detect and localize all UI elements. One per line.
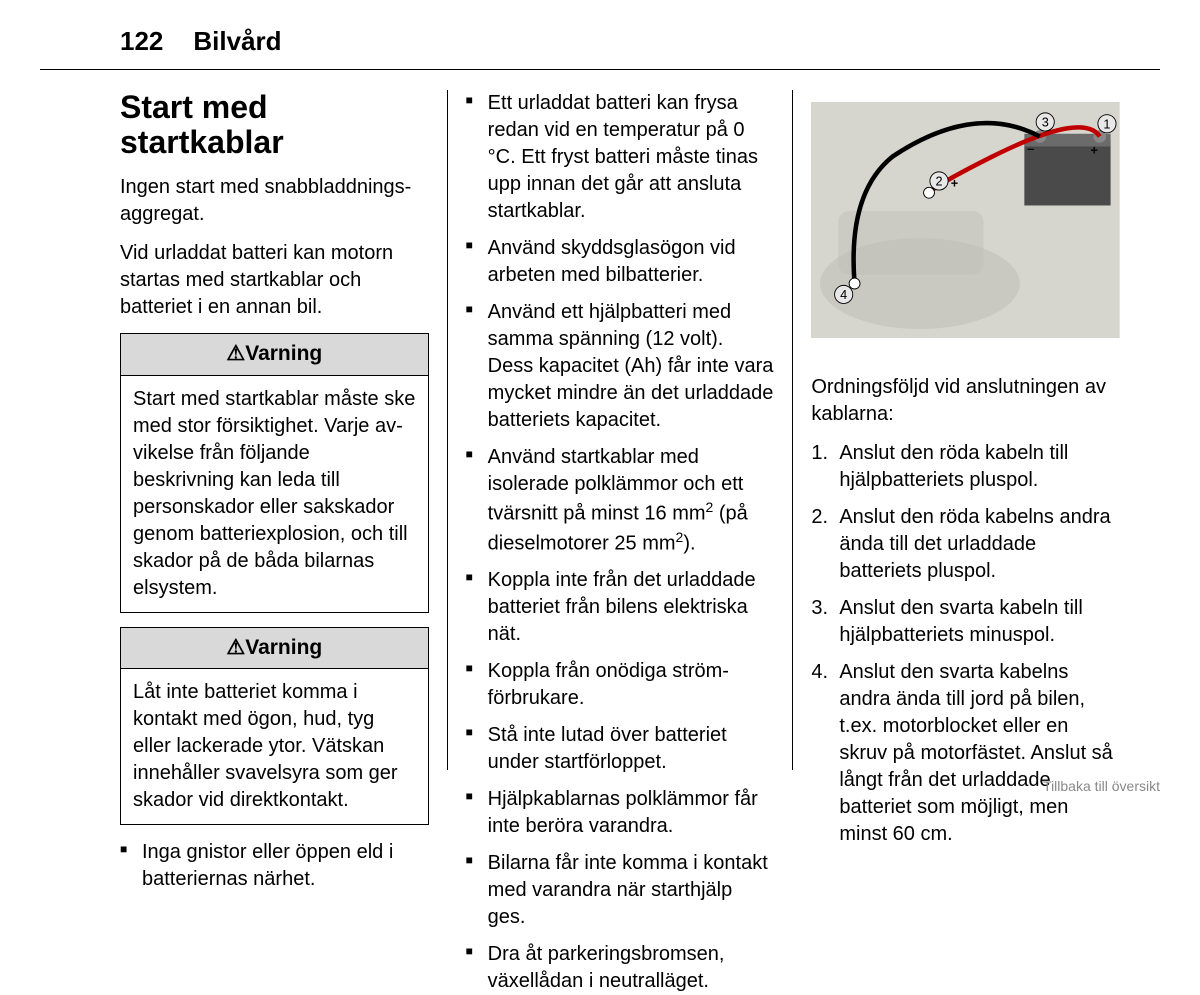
page-header: 122 Bilvård bbox=[40, 26, 1160, 70]
warning-icon: ⚠ bbox=[226, 342, 245, 365]
minus-icon: – bbox=[1028, 141, 1035, 156]
warning-body: Start med startkablar måste ske med stor… bbox=[121, 376, 428, 612]
intro-paragraph-1: Ingen start med snabbladdnings­aggregat. bbox=[120, 174, 429, 228]
warning-box-2: ⚠Varning Låt inte batteriet komma i kont… bbox=[120, 627, 429, 825]
list-item: Bilarna får inte komma i kontakt med var… bbox=[466, 850, 775, 931]
list-item: Anslut den svarta kabelns andra ända til… bbox=[811, 659, 1120, 848]
list-item: Hjälpkablarnas polklämmor får inte berör… bbox=[466, 786, 775, 840]
diagram-label-4: 4 bbox=[840, 287, 847, 302]
list-item: Använd startkablar med isolerade polkläm… bbox=[466, 444, 775, 557]
warning-body: Låt inte batteriet komma i kontakt med ö… bbox=[121, 669, 428, 824]
list-item: Koppla inte från det urladdade batteriet… bbox=[466, 567, 775, 648]
jump-start-diagram: 1 + 2 + 3 – 4 bbox=[811, 90, 1120, 350]
back-to-overview-link[interactable]: Tillbaka till översikt bbox=[1043, 778, 1160, 794]
warning-box-1: ⚠Varning Start med startkablar måste ske… bbox=[120, 333, 429, 612]
page-number: 122 bbox=[120, 26, 163, 57]
warning-heading: ⚠Varning bbox=[121, 628, 428, 669]
plus-icon: + bbox=[1091, 143, 1098, 158]
list-item: Ett urladdat batteri kan frysa redan vid… bbox=[466, 90, 775, 225]
intro-paragraph-2: Vid urladdat batteri kan motorn startas … bbox=[120, 240, 429, 321]
column-2: Ett urladdat batteri kan frysa redan vid… bbox=[448, 90, 794, 770]
content-columns: Start med startkablar Ingen start med sn… bbox=[40, 90, 1160, 770]
list-item: Anslut den röda kabelns andra ända till … bbox=[811, 504, 1120, 585]
list-item: Anslut den svarta kabeln till hjälp­batt… bbox=[811, 595, 1120, 649]
diagram-label-1: 1 bbox=[1104, 116, 1111, 131]
diagram-label-2: 2 bbox=[936, 174, 943, 189]
page-title: Start med startkablar bbox=[120, 90, 429, 160]
connection-order-lead: Ordningsföljd vid anslutningen av kablar… bbox=[811, 374, 1120, 428]
warning-label: Varning bbox=[245, 342, 322, 365]
warning-label: Varning bbox=[245, 636, 322, 659]
column-1: Start med startkablar Ingen start med sn… bbox=[40, 90, 448, 770]
list-item: Inga gnistor eller öppen eld i batteri­e… bbox=[120, 839, 429, 893]
warning-heading: ⚠Varning bbox=[121, 334, 428, 375]
list-item: Använd skyddsglasögon vid arbe­ten med b… bbox=[466, 235, 775, 289]
manual-page: 122 Bilvård Start med startkablar Ingen … bbox=[0, 0, 1200, 802]
column-3: 1 + 2 + 3 – 4 Ordningsföljd vid anslutni… bbox=[793, 90, 1160, 770]
bullet-list-col2: Ett urladdat batteri kan frysa redan vid… bbox=[466, 90, 775, 995]
list-item: Använd ett hjälpbatteri med samma spänni… bbox=[466, 299, 775, 434]
section-title: Bilvård bbox=[193, 26, 281, 57]
diagram-label-3: 3 bbox=[1042, 114, 1049, 129]
list-item: Dra åt parkeringsbromsen, växel­lådan i … bbox=[466, 941, 775, 995]
list-item: Anslut den röda kabeln till hjälp­batter… bbox=[811, 440, 1120, 494]
list-item: Stå inte lutad över batteriet under star… bbox=[466, 722, 775, 776]
warning-icon: ⚠ bbox=[226, 636, 245, 659]
plus-icon: + bbox=[951, 175, 958, 190]
list-item: Koppla från onödiga ström­förbrukare. bbox=[466, 658, 775, 712]
bullet-list-col1: Inga gnistor eller öppen eld i batteri­e… bbox=[120, 839, 429, 893]
